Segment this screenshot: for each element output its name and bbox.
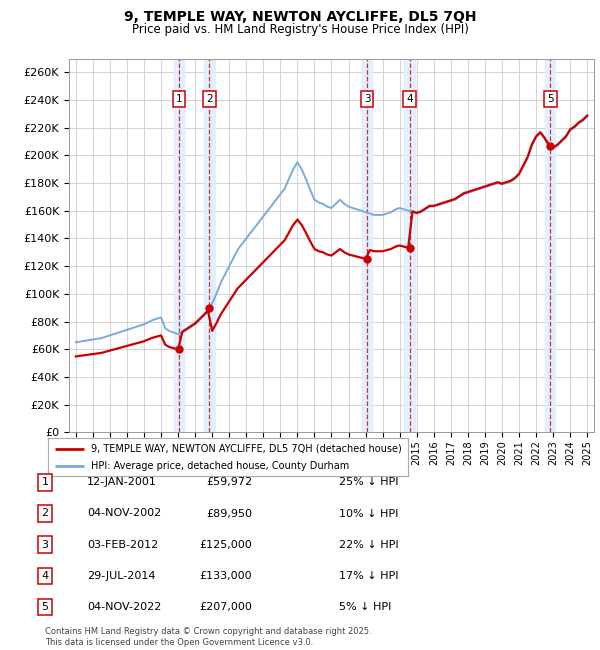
Text: £125,000: £125,000 [199, 540, 252, 550]
Text: £89,950: £89,950 [206, 508, 252, 519]
Text: 25% ↓ HPI: 25% ↓ HPI [339, 477, 398, 488]
Text: 10% ↓ HPI: 10% ↓ HPI [339, 508, 398, 519]
Text: 29-JUL-2014: 29-JUL-2014 [87, 571, 155, 581]
Text: 22% ↓ HPI: 22% ↓ HPI [339, 540, 398, 550]
Text: 03-FEB-2012: 03-FEB-2012 [87, 540, 158, 550]
Text: 5% ↓ HPI: 5% ↓ HPI [339, 602, 391, 612]
Text: 5: 5 [41, 602, 49, 612]
Text: HPI: Average price, detached house, County Durham: HPI: Average price, detached house, Coun… [91, 462, 349, 471]
Text: 3: 3 [41, 540, 49, 550]
Text: 1: 1 [41, 477, 49, 488]
Text: 2: 2 [41, 508, 49, 519]
Text: 5: 5 [547, 94, 554, 103]
Text: 3: 3 [364, 94, 370, 103]
Bar [362, 58, 372, 432]
Text: 12-JAN-2001: 12-JAN-2001 [87, 477, 157, 488]
Text: 04-NOV-2002: 04-NOV-2002 [87, 508, 161, 519]
Text: 04-NOV-2022: 04-NOV-2022 [87, 602, 161, 612]
Text: £59,972: £59,972 [206, 477, 252, 488]
Text: £207,000: £207,000 [199, 602, 252, 612]
Text: 1: 1 [175, 94, 182, 103]
Text: 4: 4 [406, 94, 413, 103]
Text: 4: 4 [41, 571, 49, 581]
Bar [205, 58, 215, 432]
Bar [173, 58, 184, 432]
Text: 9, TEMPLE WAY, NEWTON AYCLIFFE, DL5 7QH: 9, TEMPLE WAY, NEWTON AYCLIFFE, DL5 7QH [124, 10, 476, 24]
Text: 9, TEMPLE WAY, NEWTON AYCLIFFE, DL5 7QH (detached house): 9, TEMPLE WAY, NEWTON AYCLIFFE, DL5 7QH … [91, 444, 402, 454]
Text: 2: 2 [206, 94, 213, 103]
Text: Contains HM Land Registry data © Crown copyright and database right 2025.
This d: Contains HM Land Registry data © Crown c… [45, 627, 371, 647]
Text: Price paid vs. HM Land Registry's House Price Index (HPI): Price paid vs. HM Land Registry's House … [131, 23, 469, 36]
Bar [404, 58, 415, 432]
Text: £133,000: £133,000 [199, 571, 252, 581]
Bar [545, 58, 556, 432]
Text: 17% ↓ HPI: 17% ↓ HPI [339, 571, 398, 581]
